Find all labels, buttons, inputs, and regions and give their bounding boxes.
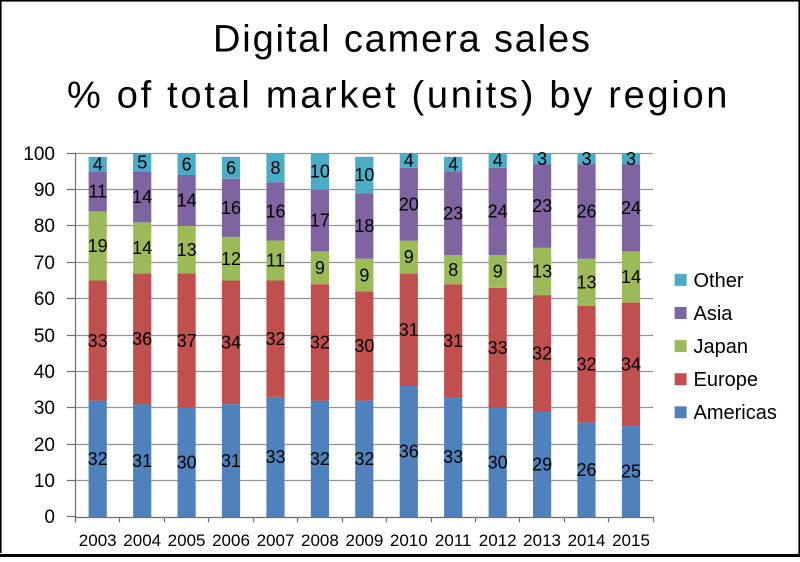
svg-text:Asia: Asia: [694, 303, 734, 325]
svg-text:11: 11: [88, 182, 107, 202]
svg-text:32: 32: [532, 344, 552, 364]
svg-text:Europe: Europe: [694, 369, 759, 391]
svg-text:23: 23: [532, 196, 552, 216]
svg-text:30: 30: [354, 336, 374, 356]
svg-text:33: 33: [88, 331, 108, 351]
svg-text:2014: 2014: [568, 531, 606, 550]
svg-text:13: 13: [532, 262, 552, 282]
svg-text:13: 13: [177, 240, 197, 260]
svg-text:6: 6: [226, 158, 236, 178]
svg-text:10: 10: [354, 165, 374, 185]
svg-text:31: 31: [443, 331, 463, 351]
svg-text:14: 14: [621, 267, 641, 287]
svg-text:32: 32: [310, 449, 330, 469]
svg-text:17: 17: [310, 211, 330, 231]
svg-text:2004: 2004: [123, 531, 161, 550]
svg-text:37: 37: [177, 331, 197, 351]
svg-text:2005: 2005: [168, 531, 206, 550]
svg-text:33: 33: [265, 447, 285, 467]
svg-text:2012: 2012: [479, 531, 517, 550]
svg-text:2003: 2003: [79, 531, 117, 550]
svg-text:33: 33: [488, 338, 508, 358]
svg-text:26: 26: [576, 202, 596, 222]
svg-text:5: 5: [137, 153, 147, 173]
svg-text:9: 9: [493, 262, 503, 282]
svg-text:31: 31: [221, 451, 241, 471]
svg-text:16: 16: [221, 198, 241, 218]
svg-text:29: 29: [532, 454, 552, 474]
svg-text:11: 11: [266, 251, 285, 271]
svg-text:2007: 2007: [257, 531, 295, 550]
svg-text:25: 25: [621, 462, 641, 482]
svg-text:6: 6: [182, 154, 192, 174]
svg-text:10: 10: [34, 471, 55, 492]
svg-text:10: 10: [310, 162, 330, 182]
svg-text:Japan: Japan: [694, 336, 749, 358]
svg-text:2010: 2010: [390, 531, 428, 550]
svg-text:4: 4: [448, 154, 458, 174]
svg-text:26: 26: [576, 460, 596, 480]
svg-text:24: 24: [621, 198, 641, 218]
svg-text:2015: 2015: [612, 531, 650, 550]
svg-text:2011: 2011: [435, 531, 472, 550]
svg-text:31: 31: [132, 451, 152, 471]
svg-text:24: 24: [488, 202, 508, 222]
svg-text:32: 32: [265, 329, 285, 349]
svg-text:2009: 2009: [345, 531, 383, 550]
svg-text:9: 9: [315, 258, 325, 278]
svg-text:32: 32: [310, 333, 330, 353]
svg-text:8: 8: [448, 260, 458, 280]
svg-text:31: 31: [399, 320, 419, 340]
svg-text:12: 12: [221, 249, 241, 269]
svg-text:30: 30: [177, 453, 197, 473]
svg-text:Americas: Americas: [694, 402, 777, 424]
svg-text:13: 13: [576, 273, 596, 293]
svg-text:33: 33: [443, 447, 463, 467]
svg-text:90: 90: [34, 180, 55, 201]
svg-text:3: 3: [537, 149, 547, 169]
svg-text:20: 20: [399, 194, 419, 214]
svg-text:34: 34: [221, 333, 241, 353]
svg-text:40: 40: [34, 362, 55, 383]
svg-text:Digital camera sales: Digital camera sales: [213, 19, 590, 61]
svg-text:9: 9: [359, 265, 369, 285]
svg-text:30: 30: [488, 453, 508, 473]
svg-text:32: 32: [576, 354, 596, 374]
svg-text:19: 19: [88, 236, 108, 256]
svg-text:Other: Other: [694, 270, 744, 292]
svg-text:16: 16: [265, 202, 285, 222]
svg-text:14: 14: [132, 238, 152, 258]
svg-text:18: 18: [354, 216, 374, 236]
svg-text:9: 9: [404, 247, 414, 267]
svg-text:8: 8: [270, 158, 280, 178]
svg-text:0: 0: [44, 507, 55, 528]
svg-text:4: 4: [404, 151, 414, 171]
svg-text:60: 60: [34, 289, 55, 310]
svg-text:80: 80: [34, 216, 55, 237]
svg-text:2008: 2008: [301, 531, 339, 550]
svg-text:14: 14: [177, 191, 197, 211]
svg-text:32: 32: [88, 449, 108, 469]
svg-text:36: 36: [132, 329, 152, 349]
svg-text:36: 36: [399, 442, 419, 462]
svg-text:30: 30: [34, 398, 55, 419]
svg-text:4: 4: [493, 151, 503, 171]
svg-text:14: 14: [132, 187, 152, 207]
svg-text:4: 4: [93, 154, 103, 174]
svg-text:32: 32: [354, 449, 374, 469]
svg-text:3: 3: [581, 149, 591, 169]
svg-text:34: 34: [621, 354, 641, 374]
svg-text:2013: 2013: [523, 531, 561, 550]
svg-text:2006: 2006: [212, 531, 250, 550]
svg-text:3: 3: [626, 149, 636, 169]
svg-text:70: 70: [34, 253, 55, 274]
svg-text:20: 20: [34, 435, 55, 456]
svg-text:23: 23: [443, 203, 463, 223]
svg-text:50: 50: [34, 326, 55, 347]
svg-text:100: 100: [23, 144, 55, 165]
